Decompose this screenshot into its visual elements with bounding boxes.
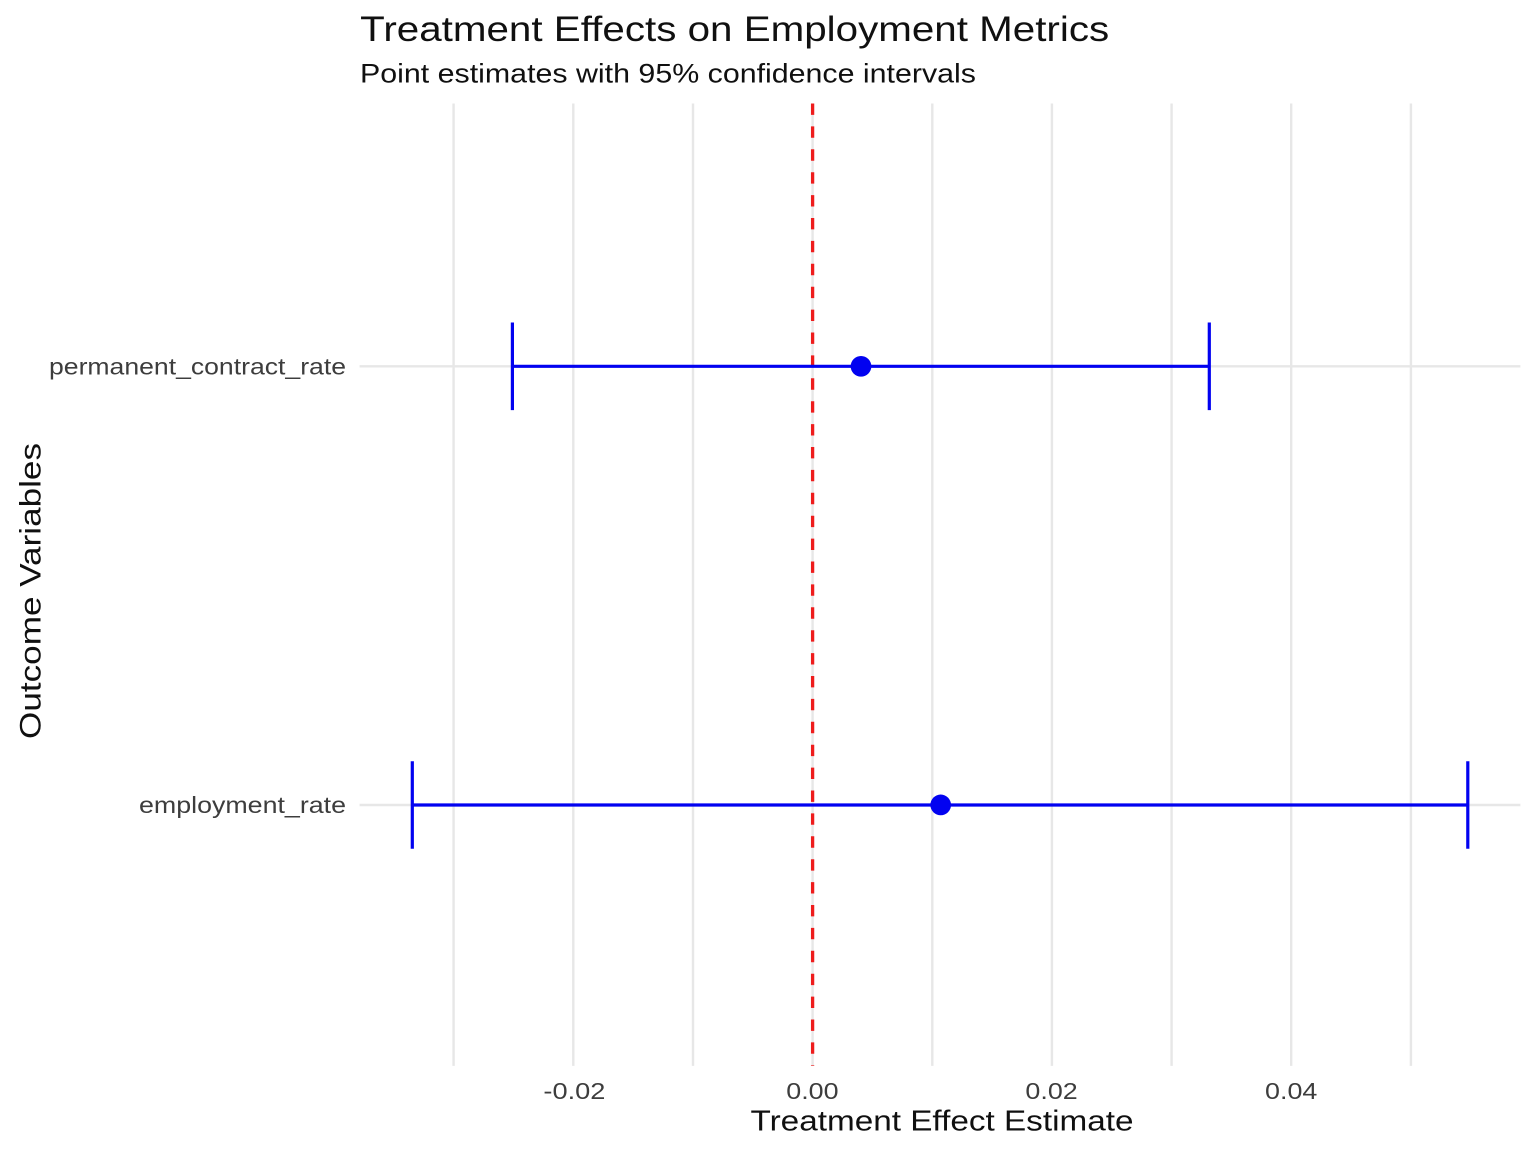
svg-text:Outcome Variables: Outcome Variables	[15, 443, 48, 739]
svg-text:-0.02: -0.02	[543, 1078, 605, 1104]
svg-text:0.02: 0.02	[1025, 1078, 1077, 1104]
svg-text:Point estimates with 95% confi: Point estimates with 95% confidence inte…	[360, 58, 976, 88]
svg-text:Treatment Effects on Employmen: Treatment Effects on Employment Metrics	[360, 9, 1109, 49]
svg-text:Treatment Effect Estimate: Treatment Effect Estimate	[751, 1106, 1134, 1138]
svg-text:0.04: 0.04	[1265, 1078, 1317, 1104]
svg-text:employment_rate: employment_rate	[139, 792, 346, 818]
svg-text:permanent_contract_rate: permanent_contract_rate	[49, 353, 346, 379]
svg-text:0.00: 0.00	[786, 1078, 838, 1104]
